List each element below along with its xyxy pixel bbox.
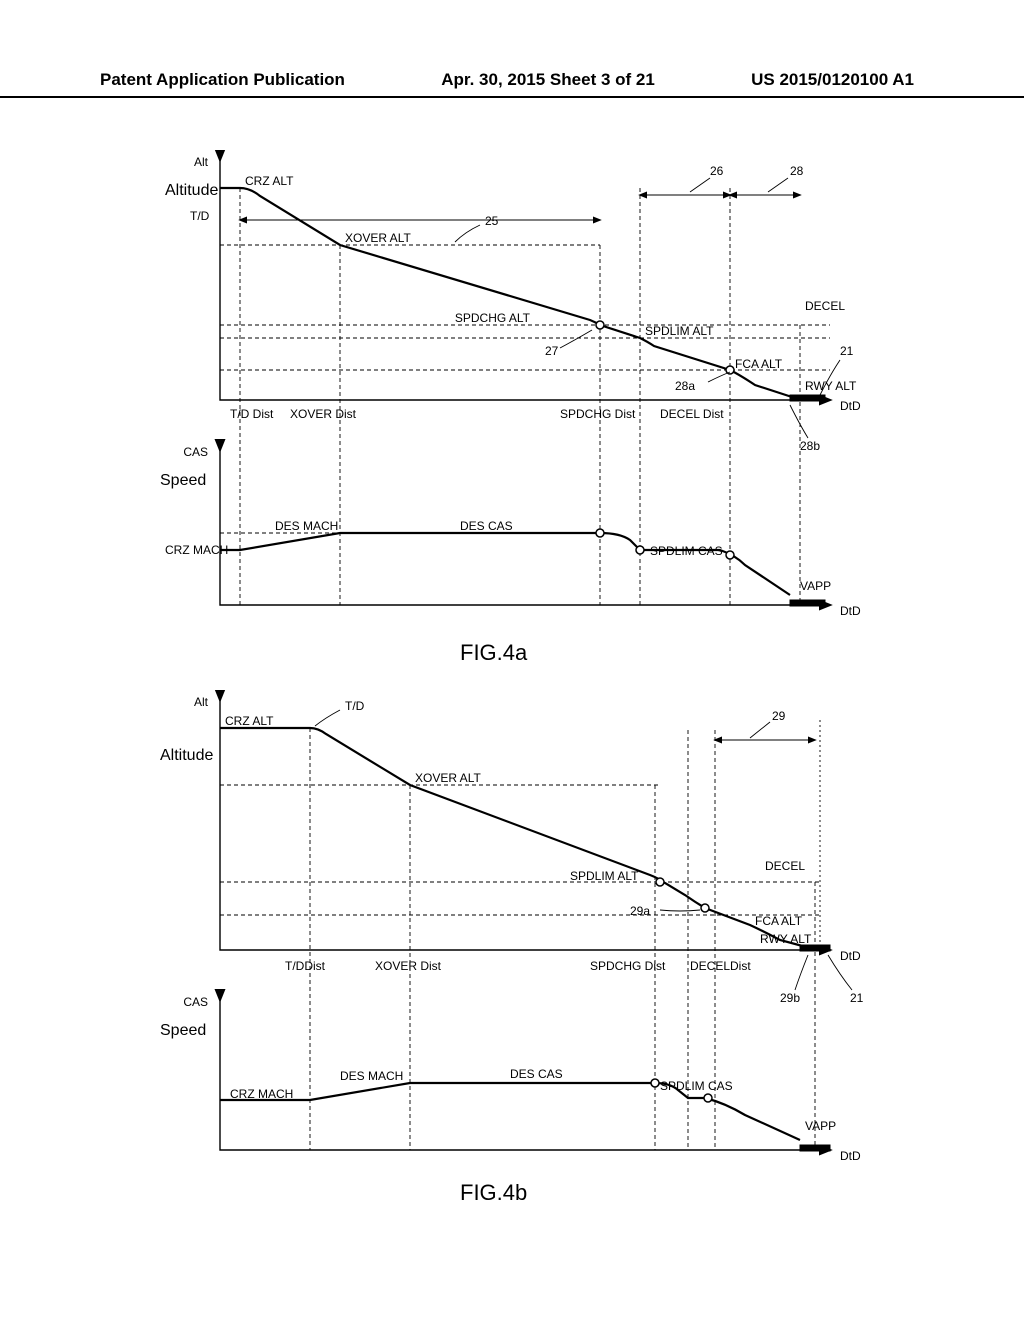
x-axis-dtd-a2: DtD xyxy=(840,604,861,618)
crz-alt-a: CRZ ALT xyxy=(245,174,294,188)
xover-alt-b: XOVER ALT xyxy=(415,771,481,785)
td-dist-a: T/D Dist xyxy=(230,407,274,421)
fig4a-label: FIG.4a xyxy=(460,640,527,666)
y-axis-altitude-b: Altitude xyxy=(160,747,213,764)
ref29b: 29b xyxy=(780,991,800,1005)
y-axis-alt-b: Alt xyxy=(194,695,209,709)
fig4b-altitude-chart: Alt Altitude DtD xyxy=(160,695,864,1150)
ref29: 29 xyxy=(772,709,786,723)
decel-b: DECEL xyxy=(765,859,805,873)
td-a: T/D xyxy=(190,209,210,223)
ref26: 26 xyxy=(710,164,724,178)
header-left: Patent Application Publication xyxy=(100,70,345,90)
xover-alt-a: XOVER ALT xyxy=(345,231,411,245)
fig4a-altitude-chart: Alt Altitude DtD xyxy=(165,155,861,605)
y-axis-altitude: Altitude xyxy=(165,182,218,199)
des-mach-b: DES MACH xyxy=(340,1069,403,1083)
header-right: US 2015/0120100 A1 xyxy=(751,70,914,90)
des-mach-a: DES MACH xyxy=(275,519,338,533)
spdlim-cas-b: SPDLIM CAS xyxy=(660,1079,733,1093)
decel-a: DECEL xyxy=(805,299,845,313)
header-center: Apr. 30, 2015 Sheet 3 of 21 xyxy=(441,70,655,90)
y-axis-speed-b: Speed xyxy=(160,1022,206,1039)
spdchg-dist-a: SPDCHG Dist xyxy=(560,407,636,421)
rwy-alt-b: RWY ALT xyxy=(760,932,812,946)
ref27: 27 xyxy=(545,344,559,358)
spdlim-alt-a: SPDLIM ALT xyxy=(645,324,714,338)
td-dist-b: T/DDist xyxy=(285,959,326,973)
x-axis-dtd-b2: DtD xyxy=(840,1149,861,1163)
fca-alt-a: FCA ALT xyxy=(735,357,783,371)
y-axis-cas-b: CAS xyxy=(183,995,208,1009)
des-cas-b: DES CAS xyxy=(510,1067,563,1081)
crz-mach-a: CRZ MACH xyxy=(165,543,228,557)
crz-mach-b: CRZ MACH xyxy=(230,1087,293,1101)
crz-alt-b: CRZ ALT xyxy=(225,714,274,728)
fig4b-speed-chart: CAS Speed DtD CRZ MACH DES MACH DES CAS … xyxy=(160,995,861,1163)
ref25: 25 xyxy=(485,214,499,228)
y-axis-alt: Alt xyxy=(194,155,209,169)
ref28b: 28b xyxy=(800,439,820,453)
x-axis-dtd-b1: DtD xyxy=(840,949,861,963)
spdlim-cas-a: SPDLIM CAS xyxy=(650,544,723,558)
des-cas-a: DES CAS xyxy=(460,519,513,533)
ref28a: 28a xyxy=(675,379,695,393)
fig4b-svg: Alt Altitude DtD xyxy=(160,690,880,1170)
decel-dist-b: DECELDist xyxy=(690,959,751,973)
y-axis-cas-a: CAS xyxy=(183,445,208,459)
spdlim-alt-b: SPDLIM ALT xyxy=(570,869,639,883)
ref21b: 21 xyxy=(850,991,864,1005)
xover-dist-a: XOVER Dist xyxy=(290,407,357,421)
spdchg-dist-b: SPDCHG Dist xyxy=(590,959,666,973)
fig4b-label: FIG.4b xyxy=(460,1180,527,1206)
x-axis-dtd-a1: DtD xyxy=(840,399,861,413)
vapp-b: VAPP xyxy=(805,1119,836,1133)
y-axis-speed-a: Speed xyxy=(160,472,206,489)
rwy-alt-a: RWY ALT xyxy=(805,379,857,393)
xover-dist-b: XOVER Dist xyxy=(375,959,442,973)
fig4a-svg: Alt Altitude DtD xyxy=(160,150,880,620)
spdchg-alt-a: SPDCHG ALT xyxy=(455,311,531,325)
page-header: Patent Application Publication Apr. 30, … xyxy=(0,70,1024,98)
ref21a: 21 xyxy=(840,344,854,358)
ref28: 28 xyxy=(790,164,804,178)
ref29a: 29a xyxy=(630,904,650,918)
decel-dist-a: DECEL Dist xyxy=(660,407,724,421)
fig4a-speed-chart: CAS Speed DtD CRZ MACH DES MACH DES CAS … xyxy=(160,445,861,618)
fca-alt-b: FCA ALT xyxy=(755,914,803,928)
vapp-a: VAPP xyxy=(800,579,831,593)
td-b: T/D xyxy=(345,699,365,713)
